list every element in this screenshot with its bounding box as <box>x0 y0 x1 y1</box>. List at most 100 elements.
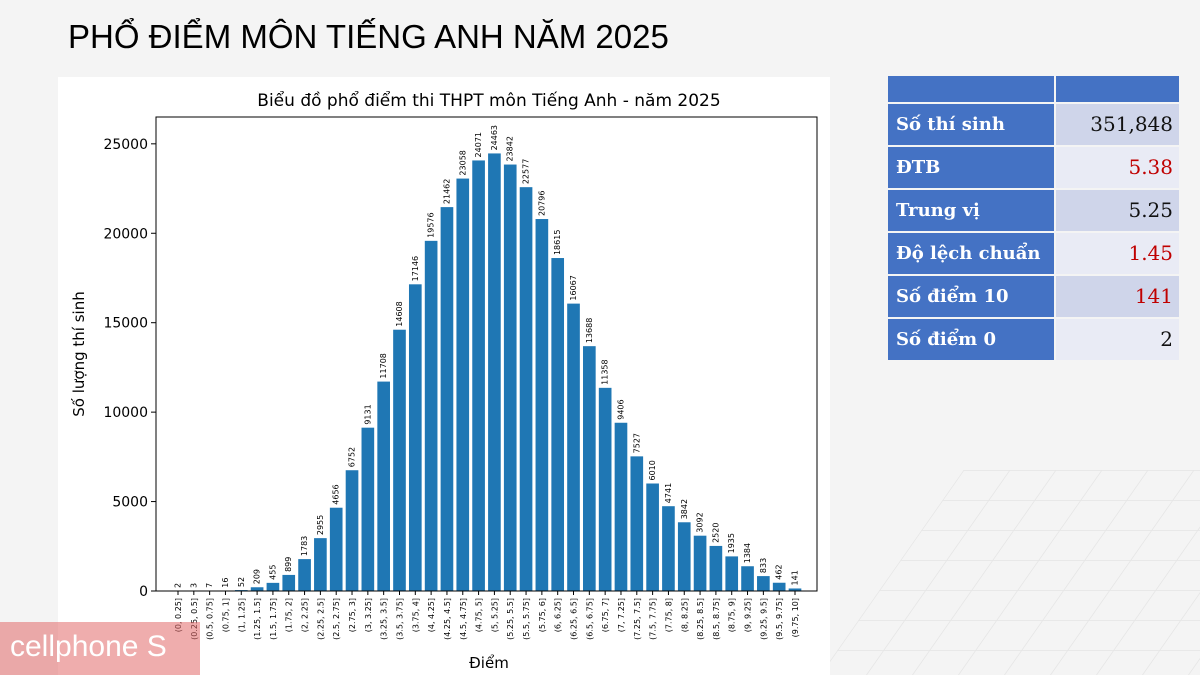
chart-card: Biểu đồ phổ điểm thi THPT môn Tiếng Anh … <box>58 77 830 675</box>
x-tick-label-38: (9.5, 9.75] <box>775 598 784 640</box>
bar-39 <box>788 588 802 591</box>
data-label-8: 1783 <box>300 536 309 556</box>
bar-11 <box>345 470 359 591</box>
bar-14 <box>393 329 406 591</box>
bar-15 <box>408 284 422 591</box>
x-tick-label-2: (0.5, 0.75] <box>206 598 215 640</box>
bar-16 <box>424 240 438 591</box>
x-tick-label-25: (6.25, 6.5] <box>570 598 579 640</box>
stats-label: Số điểm 10 <box>888 276 1054 317</box>
cellphones-logo: cellphone S <box>10 630 167 663</box>
data-label-24: 18615 <box>553 230 562 255</box>
x-tick-label-23: (5.75, 6] <box>538 598 547 632</box>
x-tick-label-6: (1.5, 1.75] <box>269 598 278 640</box>
y-tick-label-5: 25000 <box>103 137 148 153</box>
bar-38 <box>772 582 786 591</box>
bar-26 <box>583 346 596 591</box>
data-label-18: 23058 <box>458 150 467 175</box>
data-label-23: 20796 <box>537 191 546 216</box>
x-tick-label-33: (8.25, 8.5] <box>696 598 705 640</box>
x-tick-label-31: (7.75, 8] <box>664 598 673 632</box>
x-tick-label-3: (0.75, 1] <box>221 598 230 632</box>
data-label-28: 9406 <box>616 399 625 419</box>
bar-25 <box>567 303 580 591</box>
bar-7 <box>282 574 296 591</box>
x-tick-label-28: (7, 7.25] <box>617 598 626 632</box>
data-label-14: 14608 <box>395 301 404 326</box>
stats-row: ĐTB 5.38 <box>888 147 1179 188</box>
data-label-37: 833 <box>759 558 768 573</box>
bar-35 <box>725 556 739 591</box>
data-label-12: 9131 <box>363 404 372 424</box>
x-tick-label-17: (4.25, 4.5] <box>443 598 452 640</box>
x-tick-label-36: (9, 9.25] <box>744 598 753 632</box>
data-label-6: 455 <box>268 565 277 580</box>
y-tick-label-3: 15000 <box>103 316 148 332</box>
data-label-0: 2 <box>174 583 183 588</box>
x-tick-label-16: (4, 4.25] <box>427 598 436 632</box>
x-tick-label-7: (1.75, 2] <box>285 598 294 632</box>
data-label-5: 209 <box>253 569 262 584</box>
bar-22 <box>519 187 533 591</box>
stats-header-row <box>888 76 1179 102</box>
bar-8 <box>298 559 311 591</box>
x-tick-label-13: (3.25, 3.5] <box>380 598 389 640</box>
stats-value: 5.38 <box>1056 147 1179 188</box>
stats-label: Số thí sinh <box>888 104 1054 145</box>
data-label-34: 2520 <box>711 523 720 543</box>
data-label-26: 13688 <box>585 318 594 343</box>
bar-34 <box>709 545 723 591</box>
bar-36 <box>741 566 754 591</box>
x-tick-label-27: (6.75, 7] <box>601 598 610 632</box>
x-tick-label-29: (7.25, 7.5] <box>633 598 642 640</box>
stats-row: Trung vị 5.25 <box>888 190 1179 231</box>
x-tick-label-20: (5, 5.25] <box>490 598 499 632</box>
bar-29 <box>630 456 644 591</box>
logo-banner <box>0 622 200 675</box>
bar-21 <box>503 164 517 591</box>
statistics-table: Số thí sinh 351,848 ĐTB 5.38 Trung vị 5.… <box>888 76 1179 362</box>
data-label-10: 4656 <box>332 484 341 504</box>
x-tick-label-37: (9.25, 9.5] <box>759 598 768 640</box>
data-label-3: 16 <box>221 578 230 588</box>
x-tick-label-5: (1.25, 1.5] <box>253 598 262 640</box>
x-tick-label-8: (2, 2.25] <box>301 598 310 632</box>
stats-value: 1.45 <box>1056 233 1179 274</box>
data-label-2: 7 <box>205 583 214 588</box>
bar-31 <box>662 506 675 591</box>
stats-header-label <box>888 76 1054 102</box>
stats-value: 141 <box>1056 276 1179 317</box>
data-label-39: 141 <box>791 570 800 585</box>
x-tick-label-35: (8.75, 9] <box>728 598 737 632</box>
data-label-7: 899 <box>284 557 293 572</box>
data-label-13: 11708 <box>379 353 388 378</box>
x-tick-label-12: (3, 3.25] <box>364 598 373 632</box>
data-label-16: 19576 <box>427 212 436 237</box>
data-label-19: 24071 <box>474 132 483 157</box>
bar-30 <box>646 483 659 591</box>
data-label-35: 1935 <box>727 533 736 553</box>
data-label-27: 11358 <box>601 359 610 384</box>
y-tick-label-1: 5000 <box>112 495 148 511</box>
bar-23 <box>535 219 549 592</box>
x-tick-label-15: (3.75, 4] <box>411 598 420 632</box>
x-tick-label-18: (4.5, 4.75] <box>459 598 468 640</box>
data-label-4: 52 <box>237 577 246 587</box>
data-label-17: 21462 <box>442 179 451 204</box>
data-label-38: 462 <box>775 564 784 579</box>
data-label-33: 3092 <box>696 512 705 532</box>
data-label-29: 7527 <box>632 433 641 453</box>
plot-frame <box>155 116 818 592</box>
data-label-30: 6010 <box>648 460 657 480</box>
data-label-9: 2955 <box>316 515 325 535</box>
bar-12 <box>361 427 375 591</box>
data-label-15: 17146 <box>411 256 420 281</box>
x-tick-label-0: (0, 0.25] <box>174 598 183 632</box>
x-tick-label-1: (0.25, 0.5] <box>190 598 199 640</box>
y-tick-label-4: 20000 <box>103 226 148 242</box>
chart-title: Biểu đồ phổ điểm thi THPT môn Tiếng Anh … <box>257 90 720 111</box>
bar-37 <box>757 576 770 591</box>
bar-33 <box>693 535 707 591</box>
x-tick-label-9: (2.25, 2.5] <box>316 598 325 640</box>
x-tick-label-34: (8.5, 8.75] <box>712 598 721 640</box>
